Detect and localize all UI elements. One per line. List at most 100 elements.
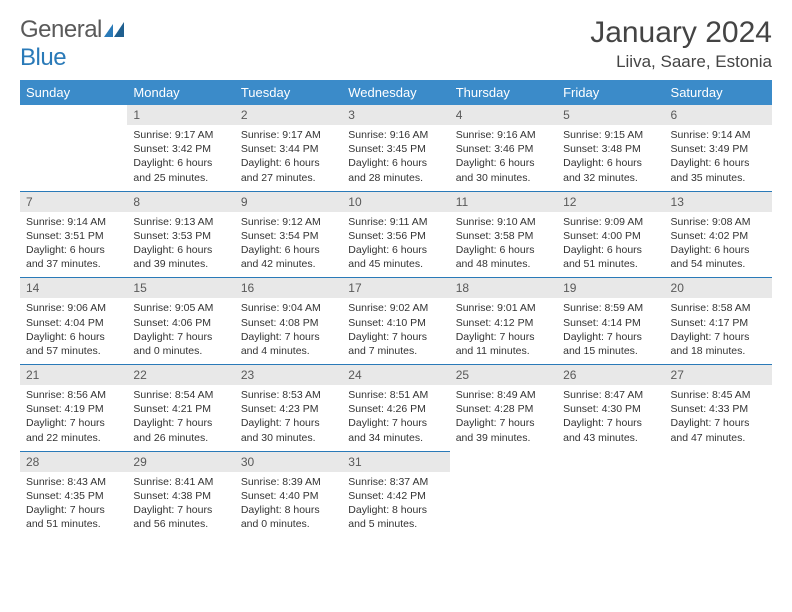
daylight-text: Daylight: 6 hours and 51 minutes.	[563, 243, 658, 271]
day-content: Sunrise: 9:08 AMSunset: 4:02 PMDaylight:…	[665, 212, 772, 278]
calendar-cell: 17Sunrise: 9:02 AMSunset: 4:10 PMDayligh…	[342, 278, 449, 365]
sunrise-text: Sunrise: 9:17 AM	[241, 128, 336, 142]
sunset-text: Sunset: 4:23 PM	[241, 402, 336, 416]
day-number: 29	[127, 452, 234, 472]
sunset-text: Sunset: 4:30 PM	[563, 402, 658, 416]
sunset-text: Sunset: 3:44 PM	[241, 142, 336, 156]
daylight-text: Daylight: 7 hours and 15 minutes.	[563, 330, 658, 358]
daylight-text: Daylight: 6 hours and 48 minutes.	[456, 243, 551, 271]
day-content: Sunrise: 9:13 AMSunset: 3:53 PMDaylight:…	[127, 212, 234, 278]
day-number: 2	[235, 105, 342, 125]
sunrise-text: Sunrise: 8:53 AM	[241, 388, 336, 402]
day-number: 30	[235, 452, 342, 472]
daylight-text: Daylight: 6 hours and 35 minutes.	[671, 156, 766, 184]
calendar-cell: 29Sunrise: 8:41 AMSunset: 4:38 PMDayligh…	[127, 451, 234, 537]
sunrise-text: Sunrise: 9:15 AM	[563, 128, 658, 142]
daylight-text: Daylight: 7 hours and 7 minutes.	[348, 330, 443, 358]
sunset-text: Sunset: 4:00 PM	[563, 229, 658, 243]
sunset-text: Sunset: 4:38 PM	[133, 489, 228, 503]
daylight-text: Daylight: 6 hours and 28 minutes.	[348, 156, 443, 184]
calendar-cell: 30Sunrise: 8:39 AMSunset: 4:40 PMDayligh…	[235, 451, 342, 537]
day-content: Sunrise: 9:06 AMSunset: 4:04 PMDaylight:…	[20, 298, 127, 364]
day-number: 8	[127, 192, 234, 212]
sunset-text: Sunset: 3:45 PM	[348, 142, 443, 156]
day-number: 27	[665, 365, 772, 385]
daylight-text: Daylight: 7 hours and 56 minutes.	[133, 503, 228, 531]
sunrise-text: Sunrise: 8:51 AM	[348, 388, 443, 402]
calendar-cell: 11Sunrise: 9:10 AMSunset: 3:58 PMDayligh…	[450, 191, 557, 278]
daylight-text: Daylight: 6 hours and 54 minutes.	[671, 243, 766, 271]
calendar-cell: 27Sunrise: 8:45 AMSunset: 4:33 PMDayligh…	[665, 365, 772, 452]
calendar-cell: 4Sunrise: 9:16 AMSunset: 3:46 PMDaylight…	[450, 105, 557, 191]
sunset-text: Sunset: 4:08 PM	[241, 316, 336, 330]
logo-text-blue: Blue	[20, 44, 66, 71]
sunrise-text: Sunrise: 8:49 AM	[456, 388, 551, 402]
daylight-text: Daylight: 6 hours and 25 minutes.	[133, 156, 228, 184]
sunset-text: Sunset: 3:56 PM	[348, 229, 443, 243]
logo-flag-icon	[104, 21, 124, 42]
sunset-text: Sunset: 3:54 PM	[241, 229, 336, 243]
sunset-text: Sunset: 4:02 PM	[671, 229, 766, 243]
day-content: Sunrise: 9:17 AMSunset: 3:44 PMDaylight:…	[235, 125, 342, 191]
daylight-text: Daylight: 7 hours and 18 minutes.	[671, 330, 766, 358]
day-number: 21	[20, 365, 127, 385]
calendar-cell: 21Sunrise: 8:56 AMSunset: 4:19 PMDayligh…	[20, 365, 127, 452]
daylight-text: Daylight: 7 hours and 47 minutes.	[671, 416, 766, 444]
sunset-text: Sunset: 4:19 PM	[26, 402, 121, 416]
sunrise-text: Sunrise: 9:02 AM	[348, 301, 443, 315]
calendar-cell: 25Sunrise: 8:49 AMSunset: 4:28 PMDayligh…	[450, 365, 557, 452]
calendar-cell: 12Sunrise: 9:09 AMSunset: 4:00 PMDayligh…	[557, 191, 664, 278]
day-number: 25	[450, 365, 557, 385]
daylight-text: Daylight: 6 hours and 57 minutes.	[26, 330, 121, 358]
sunset-text: Sunset: 4:33 PM	[671, 402, 766, 416]
calendar-cell	[20, 105, 127, 191]
sunrise-text: Sunrise: 9:14 AM	[671, 128, 766, 142]
day-number: 16	[235, 278, 342, 298]
calendar-cell: 31Sunrise: 8:37 AMSunset: 4:42 PMDayligh…	[342, 451, 449, 537]
day-number: 14	[20, 278, 127, 298]
day-content: Sunrise: 9:15 AMSunset: 3:48 PMDaylight:…	[557, 125, 664, 191]
sunrise-text: Sunrise: 9:05 AM	[133, 301, 228, 315]
day-content: Sunrise: 9:17 AMSunset: 3:42 PMDaylight:…	[127, 125, 234, 191]
sunrise-text: Sunrise: 9:16 AM	[456, 128, 551, 142]
sunset-text: Sunset: 3:53 PM	[133, 229, 228, 243]
sunrise-text: Sunrise: 9:06 AM	[26, 301, 121, 315]
day-content: Sunrise: 9:02 AMSunset: 4:10 PMDaylight:…	[342, 298, 449, 364]
sunset-text: Sunset: 4:06 PM	[133, 316, 228, 330]
sunrise-text: Sunrise: 9:13 AM	[133, 215, 228, 229]
daylight-text: Daylight: 6 hours and 32 minutes.	[563, 156, 658, 184]
calendar-day-header: Sunday	[20, 80, 127, 105]
calendar-table: SundayMondayTuesdayWednesdayThursdayFrid…	[20, 80, 772, 537]
day-number: 31	[342, 452, 449, 472]
sunset-text: Sunset: 3:58 PM	[456, 229, 551, 243]
sunrise-text: Sunrise: 8:59 AM	[563, 301, 658, 315]
day-number: 18	[450, 278, 557, 298]
calendar-cell: 26Sunrise: 8:47 AMSunset: 4:30 PMDayligh…	[557, 365, 664, 452]
day-number: 1	[127, 105, 234, 125]
logo-text-gray: General	[20, 16, 102, 43]
calendar-cell: 9Sunrise: 9:12 AMSunset: 3:54 PMDaylight…	[235, 191, 342, 278]
title-block: January 2024 Liiva, Saare, Estonia	[590, 16, 772, 72]
sunrise-text: Sunrise: 9:17 AM	[133, 128, 228, 142]
daylight-text: Daylight: 7 hours and 39 minutes.	[456, 416, 551, 444]
sunrise-text: Sunrise: 9:16 AM	[348, 128, 443, 142]
sunset-text: Sunset: 4:14 PM	[563, 316, 658, 330]
day-number: 22	[127, 365, 234, 385]
calendar-day-header: Wednesday	[342, 80, 449, 105]
daylight-text: Daylight: 6 hours and 39 minutes.	[133, 243, 228, 271]
calendar-cell: 1Sunrise: 9:17 AMSunset: 3:42 PMDaylight…	[127, 105, 234, 191]
sunset-text: Sunset: 3:48 PM	[563, 142, 658, 156]
day-number: 11	[450, 192, 557, 212]
day-number: 24	[342, 365, 449, 385]
calendar-day-header: Monday	[127, 80, 234, 105]
day-content: Sunrise: 8:49 AMSunset: 4:28 PMDaylight:…	[450, 385, 557, 451]
calendar-cell: 24Sunrise: 8:51 AMSunset: 4:26 PMDayligh…	[342, 365, 449, 452]
logo-text-wrap: General Blue	[20, 16, 124, 72]
day-number: 28	[20, 452, 127, 472]
day-content: Sunrise: 8:51 AMSunset: 4:26 PMDaylight:…	[342, 385, 449, 451]
day-content: Sunrise: 8:45 AMSunset: 4:33 PMDaylight:…	[665, 385, 772, 451]
calendar-week-row: 28Sunrise: 8:43 AMSunset: 4:35 PMDayligh…	[20, 451, 772, 537]
calendar-week-row: 1Sunrise: 9:17 AMSunset: 3:42 PMDaylight…	[20, 105, 772, 191]
calendar-cell: 7Sunrise: 9:14 AMSunset: 3:51 PMDaylight…	[20, 191, 127, 278]
day-number: 20	[665, 278, 772, 298]
